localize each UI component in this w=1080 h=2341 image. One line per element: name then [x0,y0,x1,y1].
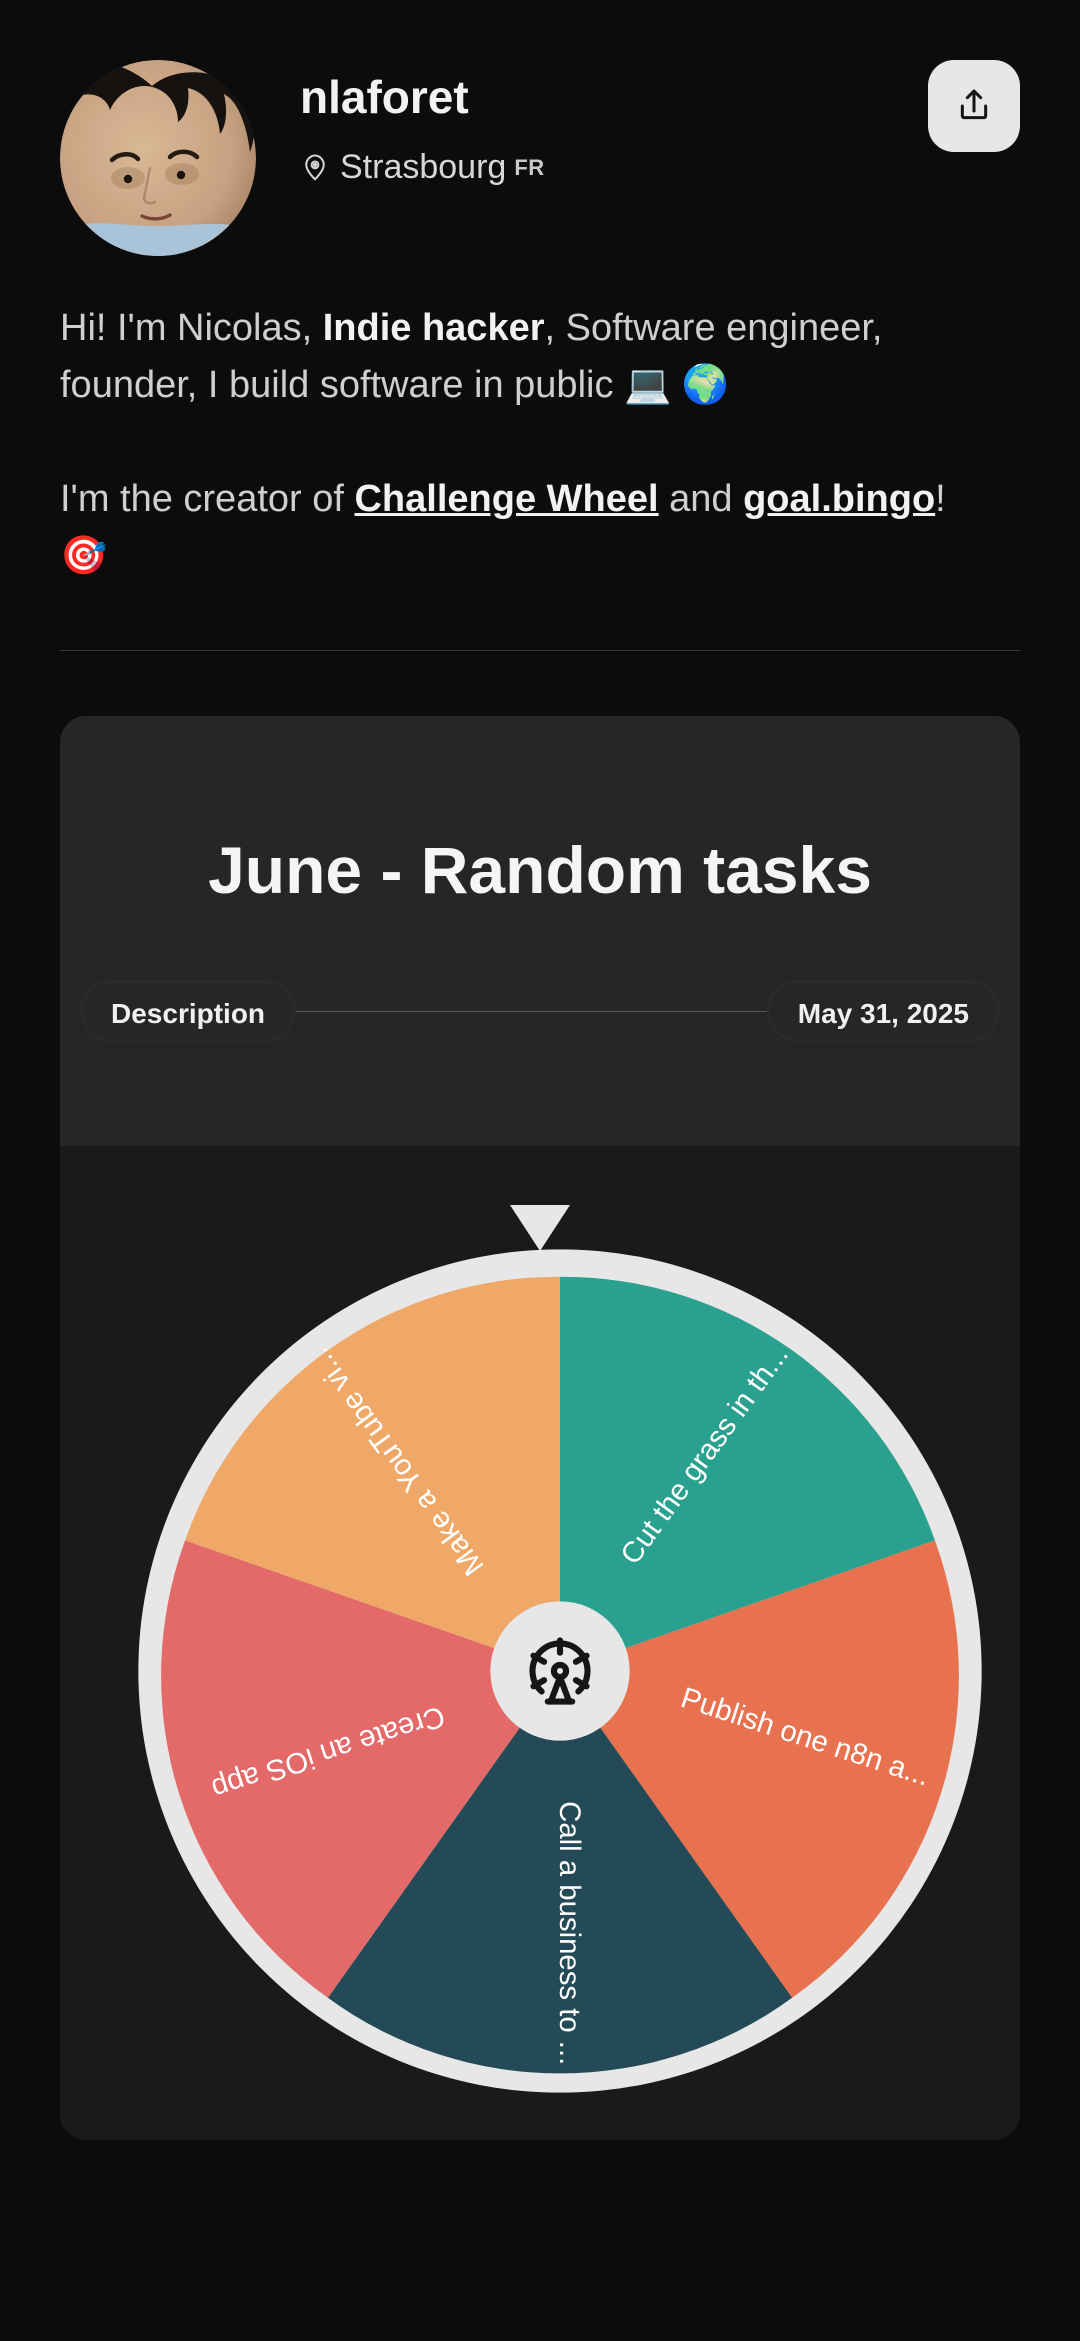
svg-text:Call a business to ...: Call a business to ... [553,1801,586,2065]
